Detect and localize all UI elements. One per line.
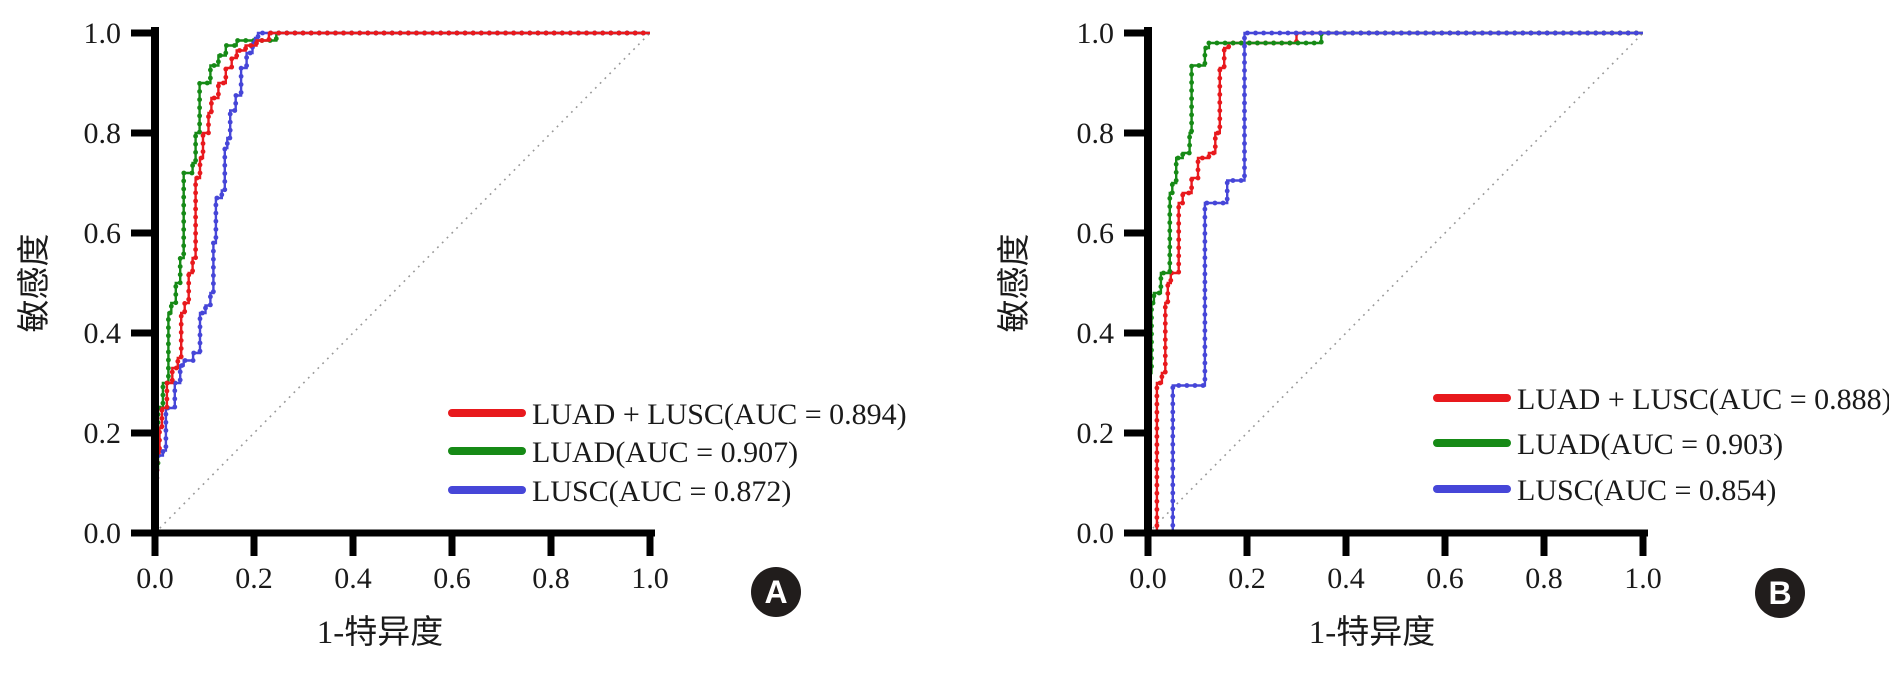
y-tick-label: 0.4 xyxy=(1077,317,1115,350)
x-tick-label: 1.0 xyxy=(631,562,669,595)
legend-label: LUSC(AUC = 0.872) xyxy=(532,475,791,508)
roc-curve-markers-lusc xyxy=(1145,30,1646,536)
panel-A: 0.0 0.2 0.4 0.6 0.8 1.0 0.0 0.2 0.4 0.6 0.8 1.0 1-特异… xyxy=(16,17,907,651)
y-axis-title: 敏感度 xyxy=(16,234,53,333)
y-tick-label: 0.6 xyxy=(1077,217,1115,250)
legend-label: LUAD + LUSC(AUC = 0.894) xyxy=(532,398,907,431)
legend-label: LUAD(AUC = 0.907) xyxy=(532,436,798,469)
x-tick-label: 0.0 xyxy=(1129,562,1167,595)
x-tick-label: 0.4 xyxy=(334,562,372,595)
roc-curve-markers-luad-lusc xyxy=(152,30,653,536)
x-tick-label: 0.8 xyxy=(1525,562,1563,595)
y-tick-label: 0.8 xyxy=(1077,117,1115,150)
y-tick-label: 0.2 xyxy=(1077,417,1115,450)
panel-a-badge: A xyxy=(751,567,801,617)
x-tick-label: 0.2 xyxy=(235,562,273,595)
roc-curve-markers-lusc xyxy=(152,30,653,536)
x-tick-label: 0.4 xyxy=(1327,562,1365,595)
y-tick-label: 1.0 xyxy=(84,17,122,50)
y-tick-label: 0.2 xyxy=(84,417,122,450)
chance-diagonal-line xyxy=(1147,32,1644,534)
panel-b-badge: B xyxy=(1755,568,1805,618)
y-axis-title: 敏感度 xyxy=(996,234,1033,333)
roc-curve-markers-luad-lusc xyxy=(1145,30,1646,536)
legend-label: LUSC(AUC = 0.854) xyxy=(1517,474,1776,507)
y-tick-label: 0.0 xyxy=(1077,517,1115,550)
x-tick-label: 0.6 xyxy=(1426,562,1464,595)
legend-label: LUAD + LUSC(AUC = 0.888) xyxy=(1517,383,1889,416)
x-axis-title: 1-特异度 xyxy=(1309,614,1436,651)
panel-B: 0.0 0.2 0.4 0.6 0.8 1.0 0.0 0.2 0.4 0.6 0.8 1.0 1-特异… xyxy=(996,17,1889,651)
y-tick-label: 0.4 xyxy=(84,317,122,350)
x-tick-label: 0.6 xyxy=(433,562,471,595)
panel-a-badge-letter: A xyxy=(764,574,788,610)
y-tick-label: 0.6 xyxy=(84,217,122,250)
panel-b-badge-letter: B xyxy=(1768,575,1792,611)
y-tick-label: 1.0 xyxy=(1077,17,1115,50)
legend-label: LUAD(AUC = 0.903) xyxy=(1517,428,1783,461)
y-tick-label: 0.0 xyxy=(84,517,122,550)
y-tick-label: 0.8 xyxy=(84,117,122,150)
roc-curve-markers-luad xyxy=(1145,30,1646,536)
x-axis-title: 1-特异度 xyxy=(317,614,444,651)
x-tick-label: 0.0 xyxy=(136,562,174,595)
chance-diagonal-line xyxy=(154,32,651,534)
x-tick-label: 1.0 xyxy=(1624,562,1662,595)
x-tick-label: 0.2 xyxy=(1228,562,1266,595)
x-tick-label: 0.8 xyxy=(532,562,570,595)
